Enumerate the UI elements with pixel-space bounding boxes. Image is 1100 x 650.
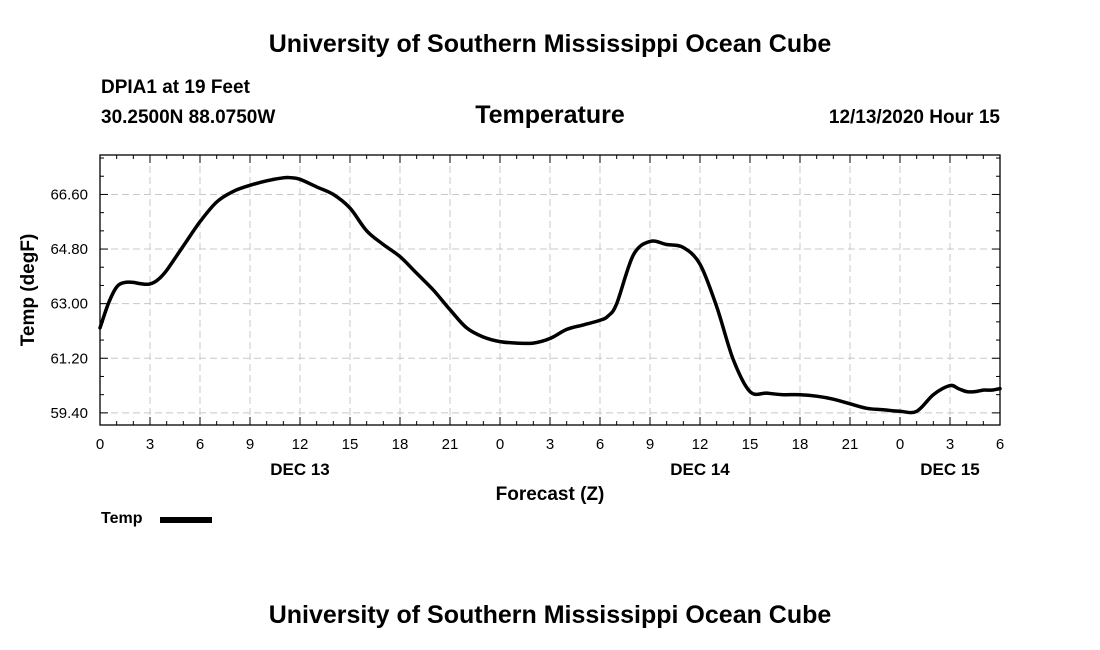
top-title: University of Southern Mississippi Ocean…	[268, 30, 832, 58]
chart-title: Temperature	[475, 101, 625, 129]
x-tick-label: 21	[842, 436, 859, 453]
axis-tick-labels: 0 3 6 9 12 15 18 21 0 3 6 9 12 15 18 21 0 3 6 59.40 61.20 63.…	[50, 186, 1004, 479]
y-tick-label: 63.00	[50, 296, 88, 313]
x-tick-label: 9	[646, 436, 654, 453]
legend-label: Temp	[101, 510, 143, 527]
x-day-label: DEC 13	[270, 460, 330, 479]
x-tick-label: 18	[392, 436, 409, 453]
x-tick-label: 9	[246, 436, 254, 453]
bottom-title: University of Southern Mississippi Ocean…	[268, 601, 832, 629]
x-tick-label: 0	[496, 436, 504, 453]
temp-series-line	[98, 175, 1002, 415]
station-label: DPIA1 at 19 Feet	[101, 77, 250, 98]
x-tick-label: 18	[792, 436, 809, 453]
x-tick-label: 21	[442, 436, 459, 453]
y-tick-label: 66.60	[50, 186, 88, 203]
legend-swatch	[160, 517, 212, 523]
forecast-datetime: 12/13/2020 Hour 15	[828, 107, 1000, 128]
x-tick-label: 3	[946, 436, 954, 453]
x-tick-label: 6	[996, 436, 1004, 453]
x-axis-label: Forecast (Z)	[496, 484, 605, 505]
x-tick-label: 12	[692, 436, 709, 453]
x-tick-label: 0	[96, 436, 104, 453]
x-tick-label: 0	[896, 436, 904, 453]
y-tick-label: 59.40	[50, 405, 88, 422]
y-axis-label: Temp (degF)	[18, 234, 39, 347]
x-day-label: DEC 14	[670, 460, 730, 479]
y-tick-label: 64.80	[50, 241, 88, 258]
x-tick-label: 15	[742, 436, 759, 453]
x-tick-label: 3	[146, 436, 154, 453]
x-day-label: DEC 15	[920, 460, 980, 479]
chart-grid	[100, 155, 1000, 425]
y-tick-label: 61.20	[50, 350, 88, 367]
station-coords: 30.2500N 88.0750W	[101, 107, 276, 128]
x-tick-label: 6	[596, 436, 604, 453]
x-tick-label: 3	[546, 436, 554, 453]
x-tick-label: 12	[292, 436, 309, 453]
x-tick-label: 6	[196, 436, 204, 453]
x-tick-label: 15	[342, 436, 359, 453]
